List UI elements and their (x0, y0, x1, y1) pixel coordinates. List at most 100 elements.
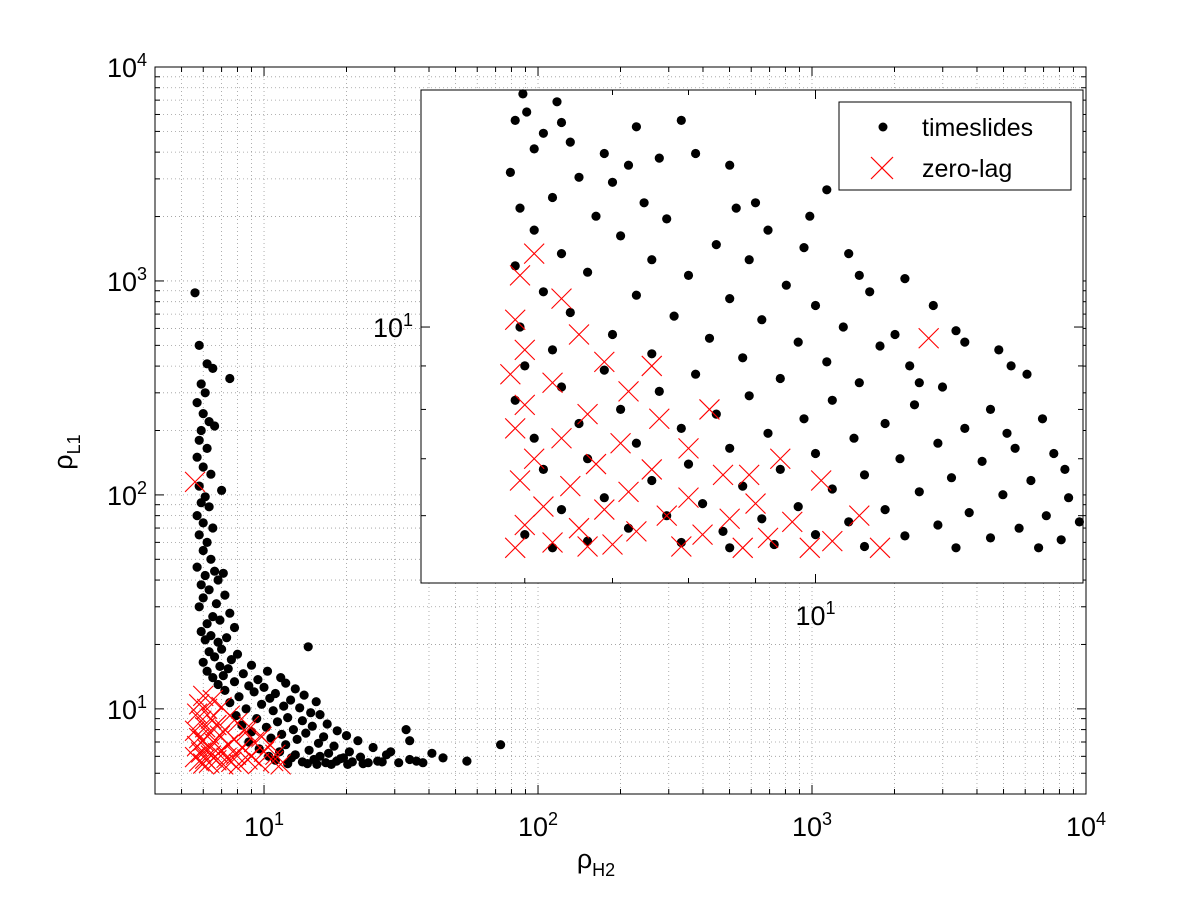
main-timeslides-point (259, 682, 269, 693)
main-zero-lag-point (188, 693, 210, 715)
main-timeslides-point (211, 599, 221, 609)
main-timeslides-point (368, 742, 378, 753)
main-zero-lag-point (198, 752, 220, 774)
main-timeslides-point (196, 580, 206, 590)
y-axis-label: ρL1 (48, 434, 84, 469)
inset-zero-lag-point (559, 475, 581, 497)
inset-timeslides-point (623, 160, 634, 170)
inset-timeslides-point (822, 357, 832, 367)
inset-zero-lag-point (719, 508, 741, 530)
inset-timeslides-point (985, 404, 996, 414)
inset-timeslides-point (552, 97, 562, 107)
inset-timeslides-point (909, 400, 920, 410)
inset-zero-lag-point (577, 403, 598, 425)
legend-timeslides-marker (878, 122, 888, 132)
main-timeslides-point (275, 747, 285, 757)
main-timeslides-point (213, 637, 223, 647)
inset-timeslides-point (662, 214, 672, 224)
inset-timeslides-point (599, 365, 609, 375)
inset-timeslides-point (711, 240, 721, 250)
main-timeslides-point (200, 570, 210, 581)
main-zero-lag-point (202, 689, 224, 711)
main-zero-lag-point (220, 751, 242, 773)
inset-zero-lag-point (799, 537, 821, 559)
inset-timeslides-point (505, 167, 515, 177)
inset-timeslides-point (616, 404, 626, 414)
inset-zero-lag-point (769, 448, 791, 470)
inset-timeslides-point (547, 345, 558, 355)
inset-zero-lag-point (504, 309, 526, 331)
main-timeslides-point (194, 530, 204, 540)
main-timeslides-point (307, 721, 317, 731)
inset-timeslides-point (744, 255, 754, 265)
main-timeslides-point (315, 710, 325, 720)
inset-timeslides-point (1006, 361, 1016, 371)
main-timeslides-point (253, 675, 263, 685)
inset-timeslides-point (510, 395, 520, 405)
main-timeslides-point (329, 741, 339, 751)
main-ytick-label: 101 (107, 692, 147, 725)
main-zero-lag-point (228, 753, 250, 775)
main-timeslides-point (208, 673, 218, 683)
inset-zero-lag-point (648, 408, 670, 430)
inset-timeslides-point (510, 261, 520, 271)
main-timeslides-point (322, 719, 332, 729)
inset-timeslides-point (854, 270, 864, 280)
main-timeslides-point (462, 756, 472, 766)
inset-zero-lag-point (781, 511, 803, 533)
inset-plot: 101 101 timeslides zero-lag (373, 89, 1084, 631)
main-timeslides-point (249, 687, 259, 697)
main-timeslides-point (288, 725, 298, 735)
main-zero-lag-point (188, 751, 210, 772)
inset-timeslides-point (763, 428, 773, 438)
inset-timeslides-point (946, 473, 957, 483)
main-timeslides-point (234, 692, 244, 702)
inset-timeslides-point (890, 329, 900, 340)
main-timeslides-point (196, 626, 206, 637)
main-timeslides-point (401, 725, 411, 735)
main-timeslides-point (266, 733, 276, 743)
inset-zero-lag-point (509, 470, 531, 491)
main-timeslides-point (208, 523, 218, 533)
inset-zero-lag-point (610, 432, 631, 454)
main-timeslides-point (204, 502, 214, 512)
inset-timeslides-point (607, 329, 618, 340)
main-timeslides-point (272, 717, 283, 727)
inset-timeslides-point (725, 294, 735, 304)
main-timeslides-point (292, 734, 302, 745)
main-timeslides-point (198, 462, 208, 472)
inset-zero-lag-point (656, 505, 678, 527)
inset-timeslides-point (520, 361, 530, 371)
inset-timeslides-point (844, 249, 854, 259)
inset-timeslides-point (805, 211, 815, 221)
inset-zero-lag-point (821, 530, 843, 552)
inset-timeslides-point (933, 438, 943, 448)
inset-timeslides-point (639, 198, 649, 208)
main-timeslides-point (218, 671, 228, 681)
inset-zero-lag-point (618, 481, 639, 503)
inset-zero-lag-point (523, 448, 545, 470)
inset-timeslides-point (522, 107, 532, 117)
inset-timeslides-point (1002, 428, 1012, 438)
inset-zero-lag-point (542, 532, 563, 553)
main-series (184, 288, 506, 775)
main-timeslides-point (190, 288, 200, 298)
inset-timeslides-point (810, 300, 821, 311)
inset-timeslides-point (616, 231, 626, 241)
main-zero-lag-point (188, 727, 210, 749)
inset-timeslides-point (725, 160, 735, 170)
inset-timeslides-point (711, 409, 721, 419)
inset-timeslides-point (556, 505, 567, 515)
inset-zero-lag-point (499, 363, 521, 385)
main-timeslides-point (202, 666, 212, 676)
inset-zero-lag-point (738, 464, 760, 486)
inset-timeslides-point (654, 153, 664, 163)
inset-zero-lag-point (757, 527, 779, 549)
inset-timeslides-point (757, 315, 767, 325)
inset-timeslides-point (647, 475, 657, 486)
inset-zero-lag-point (745, 493, 766, 514)
inset-timeslides-point (691, 369, 701, 379)
main-zero-lag-point (241, 745, 262, 767)
inset-timeslides-point (647, 349, 657, 359)
main-timeslides-point (208, 612, 218, 622)
